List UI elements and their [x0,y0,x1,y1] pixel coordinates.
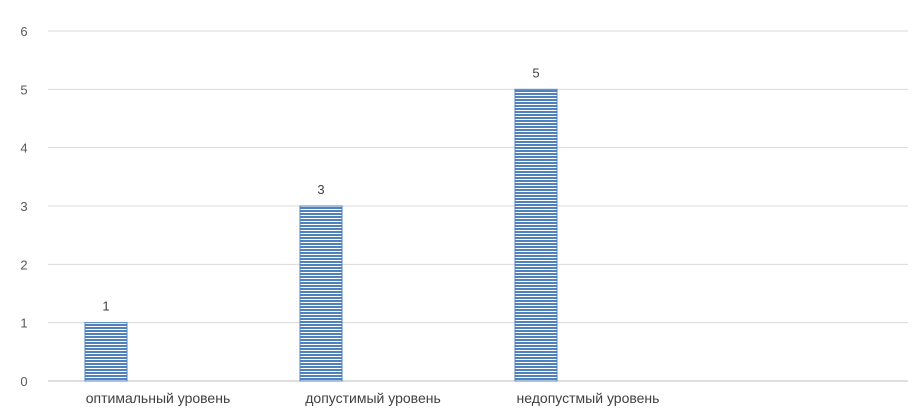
y-tick-label-2: 2 [20,257,27,272]
category-label-3: недопустмый уровень [517,390,660,406]
bar-2 [299,205,343,382]
data-label-3: 5 [532,65,539,80]
y-tick-label-4: 4 [20,141,27,156]
data-label-1: 1 [102,299,109,314]
bar-1 [84,322,128,382]
gridlines [48,30,908,382]
bars [84,88,558,382]
y-tick-label-0: 0 [20,374,27,389]
y-tick-label-1: 1 [20,316,27,331]
category-labels: оптимальный уровень допустимый уровень нед… [86,390,660,406]
data-label-2: 3 [317,182,324,197]
bar-3 [514,88,558,382]
y-tick-label-5: 5 [20,82,27,97]
data-labels: 1 3 5 [102,65,539,313]
y-tick-label-6: 6 [20,24,27,39]
y-axis-ticks: 0 1 2 3 4 5 6 [20,24,27,389]
y-tick-label-3: 3 [20,199,27,214]
category-label-1: оптимальный уровень [86,390,230,406]
category-label-2: допустимый уровень [305,390,441,406]
